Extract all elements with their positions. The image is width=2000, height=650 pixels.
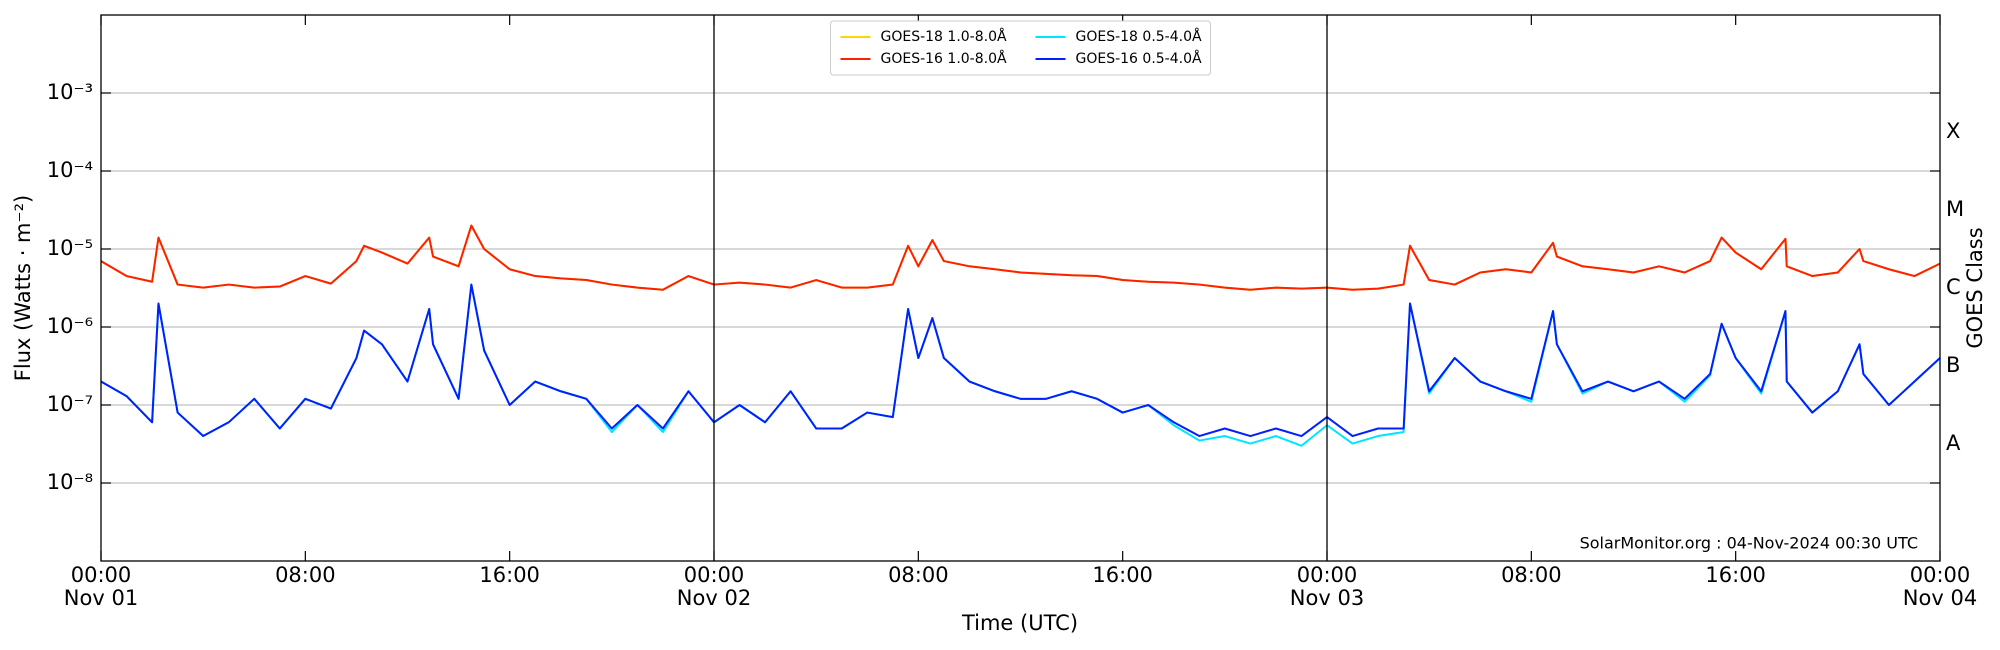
annotation: SolarMonitor.org : 04-Nov-2024 00:30 UTC bbox=[1580, 534, 1918, 553]
x-tick-label: 00:00 Nov 02 bbox=[677, 563, 751, 610]
x-tick-label: 00:00 Nov 01 bbox=[64, 563, 138, 610]
y-axis-title: Flux (Watts · m⁻²) bbox=[11, 195, 35, 381]
x-tick-label: 16:00 bbox=[1092, 563, 1153, 587]
x-tick-label: 08:00 bbox=[888, 563, 949, 587]
x-tick-label: 16:00 bbox=[1705, 563, 1766, 587]
series-line bbox=[100, 224, 1941, 291]
x-tick-label: 00:00 Nov 03 bbox=[1290, 563, 1364, 610]
legend-label: GOES-16 0.5-4.0Å bbox=[1076, 50, 1202, 67]
legend-label: GOES-18 0.5-4.0Å bbox=[1076, 28, 1202, 45]
y-tick-label: 10⁻⁸ bbox=[47, 470, 93, 494]
y2-tick-label: A bbox=[1946, 431, 1961, 455]
y2-tick-label: B bbox=[1946, 353, 1960, 377]
y2-tick-label: M bbox=[1946, 197, 1964, 221]
x-tick-label: 08:00 bbox=[1501, 563, 1562, 587]
x-tick-label: 16:00 bbox=[479, 563, 540, 587]
y-tick-label: 10⁻⁷ bbox=[47, 392, 93, 416]
x-axis-title: Time (UTC) bbox=[961, 611, 1078, 635]
y-tick-label: 10⁻⁶ bbox=[47, 314, 93, 338]
y2-tick-label: X bbox=[1946, 119, 1960, 143]
legend-label: GOES-16 1.0-8.0Å bbox=[881, 50, 1007, 67]
y2-axis-title: GOES Class bbox=[1963, 227, 1987, 348]
y-tick-label: 10⁻⁴ bbox=[47, 158, 93, 182]
plot-frame bbox=[100, 14, 1941, 562]
legend-label: GOES-18 1.0-8.0Å bbox=[881, 28, 1007, 45]
x-tick-label: 08:00 bbox=[275, 563, 336, 587]
y-tick-label: 10⁻⁵ bbox=[47, 236, 93, 260]
y-tick-label: 10⁻³ bbox=[47, 80, 93, 104]
series-line bbox=[100, 283, 1941, 438]
x-tick-label: 00:00 Nov 04 bbox=[1903, 563, 1977, 610]
legend: GOES-18 1.0-8.0Å GOES-16 1.0-8.0Å GOES-18 … bbox=[830, 20, 1211, 76]
y2-tick-label: C bbox=[1946, 275, 1961, 299]
legend-box bbox=[830, 20, 1211, 76]
